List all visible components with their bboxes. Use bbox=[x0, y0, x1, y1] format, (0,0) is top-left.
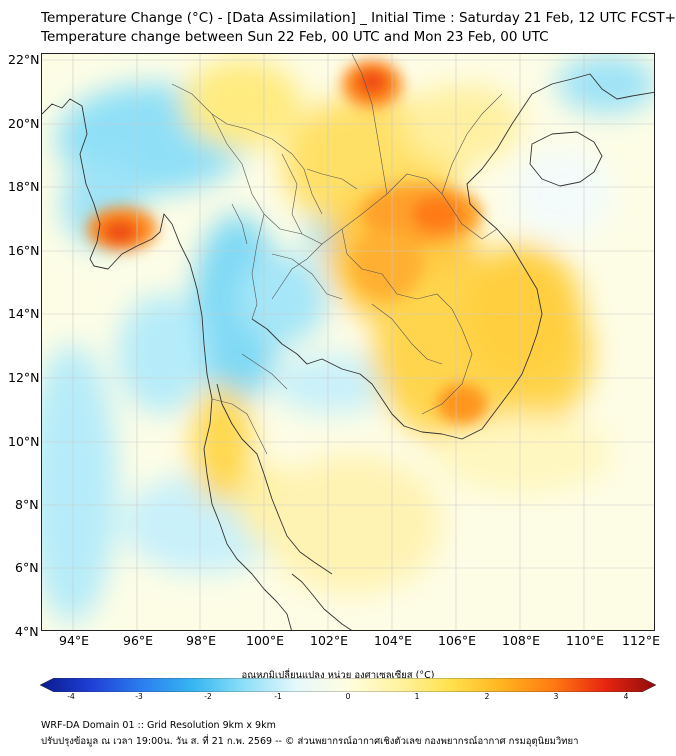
lat-label: 4°N bbox=[15, 624, 39, 639]
lat-label: 12°N bbox=[8, 370, 40, 385]
colorbar-tick: 4 bbox=[623, 692, 629, 701]
colorbar-tick: -3 bbox=[135, 692, 143, 701]
lon-label: 102°E bbox=[310, 633, 349, 648]
lon-label: 100°E bbox=[246, 633, 285, 648]
colorbar-tick: 2 bbox=[484, 692, 490, 701]
map-canvas bbox=[42, 54, 654, 630]
lon-label: 108°E bbox=[502, 633, 541, 648]
colorbar-tick: 0 bbox=[345, 692, 351, 701]
footer-credit: ปรับปรุงข้อมูล ณ เวลา 19:00น. วัน ส. ที่… bbox=[41, 736, 579, 747]
gridlines bbox=[42, 54, 654, 630]
lon-label: 96°E bbox=[123, 633, 154, 648]
colorbar bbox=[40, 678, 656, 692]
lon-label: 104°E bbox=[374, 633, 413, 648]
lon-label: 110°E bbox=[566, 633, 605, 648]
colorbar-ramp bbox=[40, 678, 656, 692]
lat-label: 20°N bbox=[8, 116, 40, 131]
lon-label: 112°E bbox=[622, 633, 661, 648]
coastlines bbox=[42, 73, 654, 630]
map-title: Temperature Change (°C) - [Data Assimila… bbox=[41, 10, 676, 26]
colorbar-title: อุณหภูมิเปลี่ยนแปลง หน่วย องศาเซลเซียส (… bbox=[241, 670, 435, 681]
lon-label: 106°E bbox=[438, 633, 477, 648]
map-subtitle: Temperature change between Sun 22 Feb, 0… bbox=[41, 29, 549, 45]
lat-label: 14°N bbox=[8, 306, 40, 321]
colorbar-tick: -2 bbox=[204, 692, 212, 701]
lat-label: 22°N bbox=[8, 52, 40, 67]
lat-label: 18°N bbox=[8, 179, 40, 194]
footer-domain-info: WRF-DA Domain 01 :: Grid Resolution 9km … bbox=[41, 720, 276, 731]
lat-label: 8°N bbox=[15, 497, 39, 512]
colorbar-tick: 3 bbox=[553, 692, 559, 701]
colorbar-tick: 1 bbox=[414, 692, 420, 701]
colorbar-tick: -1 bbox=[274, 692, 282, 701]
lon-label: 94°E bbox=[59, 633, 90, 648]
lon-label: 98°E bbox=[186, 633, 217, 648]
lat-label: 10°N bbox=[8, 434, 40, 449]
colorbar-tick: -4 bbox=[67, 692, 75, 701]
temperature-change-map bbox=[41, 53, 655, 631]
lat-label: 16°N bbox=[8, 243, 40, 258]
borders bbox=[171, 54, 503, 455]
lat-label: 6°N bbox=[15, 560, 39, 575]
